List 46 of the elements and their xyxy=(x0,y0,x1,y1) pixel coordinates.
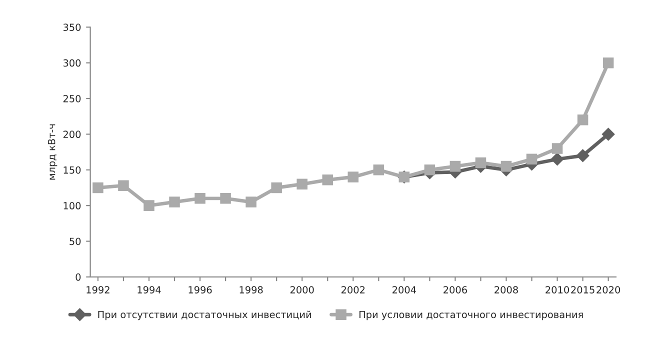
point xyxy=(475,157,486,168)
x-tick-label: 2000 xyxy=(290,286,314,294)
y-tick-label: 100 xyxy=(64,202,81,210)
legend-label: При отсутствии достаточных инвестиций xyxy=(98,310,311,320)
point xyxy=(373,164,384,176)
point xyxy=(246,196,256,208)
x-tick-label: 2004 xyxy=(392,286,416,294)
x-tick-label: 2015 xyxy=(571,286,594,294)
y-tick-label: 50 xyxy=(70,238,81,246)
point xyxy=(550,152,564,166)
y-tick-label: 0 xyxy=(76,273,81,281)
point xyxy=(322,174,333,186)
x-tick-label: 1992 xyxy=(86,286,110,294)
x-tick-label: 2020 xyxy=(596,286,620,294)
x-tick-label: 1998 xyxy=(240,286,263,294)
y-axis-title: млрд кВт-ч xyxy=(48,124,58,180)
x-tick-label: 1994 xyxy=(138,286,161,294)
x-tick-label: 2008 xyxy=(494,286,518,294)
x-tick-label: 2010 xyxy=(546,286,570,294)
y-tick-label: 250 xyxy=(63,94,81,102)
point xyxy=(92,182,104,194)
point xyxy=(576,149,590,162)
point xyxy=(144,200,154,211)
point xyxy=(450,160,461,172)
point xyxy=(194,193,206,204)
point xyxy=(602,57,614,68)
point xyxy=(552,143,563,154)
point xyxy=(577,114,588,126)
point xyxy=(118,180,129,191)
point xyxy=(526,154,538,165)
point xyxy=(220,193,231,204)
point xyxy=(602,128,615,141)
point xyxy=(169,196,180,208)
point xyxy=(500,160,512,172)
point xyxy=(296,178,308,190)
x-tick-label: 2006 xyxy=(444,286,467,294)
y-tick-label: 150 xyxy=(64,166,81,174)
y-tick-label: 300 xyxy=(63,59,81,67)
point xyxy=(348,172,359,182)
y-tick-label: 200 xyxy=(63,130,81,138)
point xyxy=(271,182,282,194)
x-tick-label: 2002 xyxy=(341,286,365,294)
x-tick-label: 1996 xyxy=(188,286,212,294)
point xyxy=(424,164,436,176)
y-tick-label: 350 xyxy=(63,24,81,31)
legend-label: При условии достаточного инвестирования xyxy=(359,310,583,320)
